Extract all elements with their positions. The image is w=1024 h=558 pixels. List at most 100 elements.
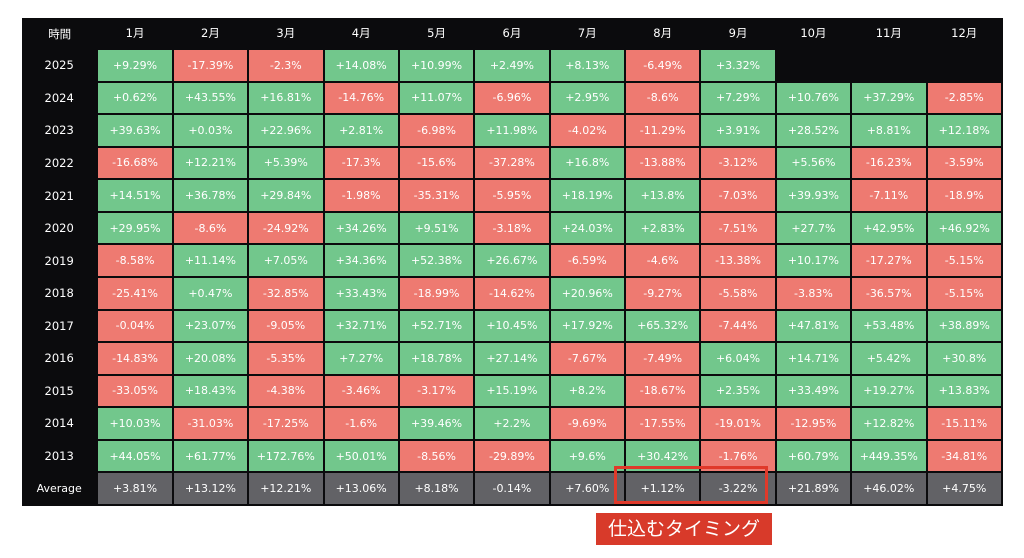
average-cell: +8.18% bbox=[397, 471, 476, 506]
return-cell: +30.42% bbox=[623, 438, 702, 474]
return-cell: +24.03% bbox=[548, 210, 627, 246]
return-cell: +20.96% bbox=[548, 275, 627, 311]
return-cell: +52.71% bbox=[397, 308, 476, 344]
return-cell: +14.71% bbox=[774, 341, 853, 376]
return-cell: +50.01% bbox=[322, 438, 400, 474]
return-cell: -8.56% bbox=[397, 438, 476, 474]
return-cell: +3.32% bbox=[699, 48, 777, 83]
year-row: 2016 -14.83% +20.08% -5.35% +7.27% +18.78% +27… bbox=[22, 341, 1003, 376]
return-cell: -3.46% bbox=[322, 373, 400, 409]
year-label: 2025 bbox=[22, 49, 98, 82]
column-header: 3月 bbox=[248, 18, 324, 49]
return-cell: +2.95% bbox=[548, 80, 627, 116]
year-label: 2014 bbox=[22, 407, 98, 440]
return-cell: +7.29% bbox=[699, 80, 777, 116]
return-cell: +0.47% bbox=[171, 275, 250, 311]
return-cell: +11.14% bbox=[171, 243, 250, 278]
average-row: Average +3.81% +13.12% +12.21% +13.06% +8.18%… bbox=[22, 471, 1003, 506]
return-cell: +5.56% bbox=[774, 145, 853, 181]
return-cell: -2.3% bbox=[247, 48, 325, 83]
return-cell: -3.59% bbox=[925, 145, 1003, 181]
return-cell: +42.95% bbox=[850, 210, 928, 246]
return-cell: +7.27% bbox=[322, 341, 400, 376]
return-cell: +27.7% bbox=[774, 210, 853, 246]
return-cell: -9.27% bbox=[623, 275, 702, 311]
return-cell: +8.13% bbox=[548, 48, 627, 83]
return-cell: -14.76% bbox=[322, 80, 400, 116]
return-cell: -14.62% bbox=[473, 275, 551, 311]
year-label: 2019 bbox=[22, 244, 98, 277]
year-label: 2022 bbox=[22, 146, 98, 180]
return-cell: +39.93% bbox=[774, 178, 853, 213]
return-cell: +44.05% bbox=[96, 438, 174, 474]
corner-label: 時間 bbox=[22, 18, 98, 49]
return-cell: -7.11% bbox=[850, 178, 928, 213]
year-row: 2020 +29.95% -8.6% -24.92% +34.26% +9.51% -3.1… bbox=[22, 210, 1003, 246]
return-cell: +28.52% bbox=[774, 113, 853, 148]
return-cell: +172.76% bbox=[247, 438, 325, 474]
return-cell: +37.29% bbox=[850, 80, 928, 116]
average-cell: +1.12% bbox=[623, 471, 702, 506]
return-cell: +43.55% bbox=[171, 80, 250, 116]
return-cell: +12.82% bbox=[850, 406, 928, 441]
average-cell: +12.21% bbox=[247, 471, 325, 506]
average-cell: +3.81% bbox=[96, 471, 174, 506]
column-header: 1月 bbox=[97, 18, 173, 49]
column-header: 2月 bbox=[172, 18, 249, 49]
column-header: 8月 bbox=[625, 18, 701, 49]
average-cell: +21.89% bbox=[774, 471, 853, 506]
return-cell bbox=[850, 48, 928, 83]
return-cell: -17.25% bbox=[247, 406, 325, 441]
return-cell: +2.81% bbox=[322, 113, 400, 148]
return-cell: +12.21% bbox=[171, 145, 250, 181]
return-cell: +32.71% bbox=[322, 308, 400, 344]
return-cell: -6.49% bbox=[623, 48, 702, 83]
return-cell: -12.95% bbox=[774, 406, 853, 441]
year-row: 2013 +44.05% +61.77% +172.76% +50.01% -8.56% -… bbox=[22, 438, 1003, 474]
return-cell: +33.49% bbox=[774, 373, 853, 409]
return-cell: -31.03% bbox=[171, 406, 250, 441]
return-cell: -8.6% bbox=[171, 210, 250, 246]
return-cell: -37.28% bbox=[473, 145, 551, 181]
callout-label: 仕込むタイミング bbox=[596, 513, 773, 545]
return-cell: +14.08% bbox=[322, 48, 400, 83]
return-cell: +18.78% bbox=[397, 341, 476, 376]
return-cell: -29.89% bbox=[473, 438, 551, 474]
return-cell: +13.83% bbox=[925, 373, 1003, 409]
return-cell: +16.8% bbox=[548, 145, 627, 181]
return-cell: +11.07% bbox=[397, 80, 476, 116]
year-row: 2023 +39.63% +0.03% +22.96% +2.81% -6.98% +11.… bbox=[22, 113, 1003, 148]
return-cell: -1.6% bbox=[322, 406, 400, 441]
return-cell: -17.3% bbox=[322, 145, 400, 181]
return-cell: -3.18% bbox=[473, 210, 551, 246]
return-cell: +0.03% bbox=[171, 113, 250, 148]
return-cell: +34.36% bbox=[322, 243, 400, 278]
return-cell: -9.05% bbox=[247, 308, 325, 344]
return-cell: +449.35% bbox=[850, 438, 928, 474]
return-cell: -34.81% bbox=[925, 438, 1003, 474]
return-cell: +0.62% bbox=[96, 80, 174, 116]
return-cell: +18.19% bbox=[548, 178, 627, 213]
return-cell: +6.04% bbox=[699, 341, 777, 376]
average-cell: +4.75% bbox=[925, 471, 1003, 506]
return-cell bbox=[774, 48, 853, 83]
return-cell: +34.26% bbox=[322, 210, 400, 246]
return-cell: -11.29% bbox=[623, 113, 702, 148]
year-row: 2021 +14.51% +36.78% +29.84% -1.98% -35.31% -5… bbox=[22, 178, 1003, 213]
average-cell: +13.06% bbox=[322, 471, 400, 506]
year-row: 2017 -0.04% +23.07% -9.05% +32.71% +52.71% +10… bbox=[22, 308, 1003, 344]
return-cell: +60.79% bbox=[774, 438, 853, 474]
return-cell: +47.81% bbox=[774, 308, 853, 344]
return-cell: +2.83% bbox=[623, 210, 702, 246]
return-cell: -24.92% bbox=[247, 210, 325, 246]
return-cell: +9.6% bbox=[548, 438, 627, 474]
column-header: 6月 bbox=[474, 18, 550, 49]
year-row: 2014 +10.03% -31.03% -17.25% -1.6% +39.46% +2.… bbox=[22, 406, 1003, 441]
year-row: 2025 +9.29% -17.39% -2.3% +14.08% +10.99% +2.4… bbox=[22, 48, 1003, 83]
year-label: 2024 bbox=[22, 81, 98, 115]
average-cell: +13.12% bbox=[171, 471, 250, 506]
return-cell: +2.49% bbox=[473, 48, 551, 83]
table-body: 2025 +9.29% -17.39% -2.3% +14.08% +10.99% +2.4… bbox=[22, 48, 1003, 506]
return-cell: +10.17% bbox=[774, 243, 853, 278]
return-cell: -8.58% bbox=[96, 243, 174, 278]
